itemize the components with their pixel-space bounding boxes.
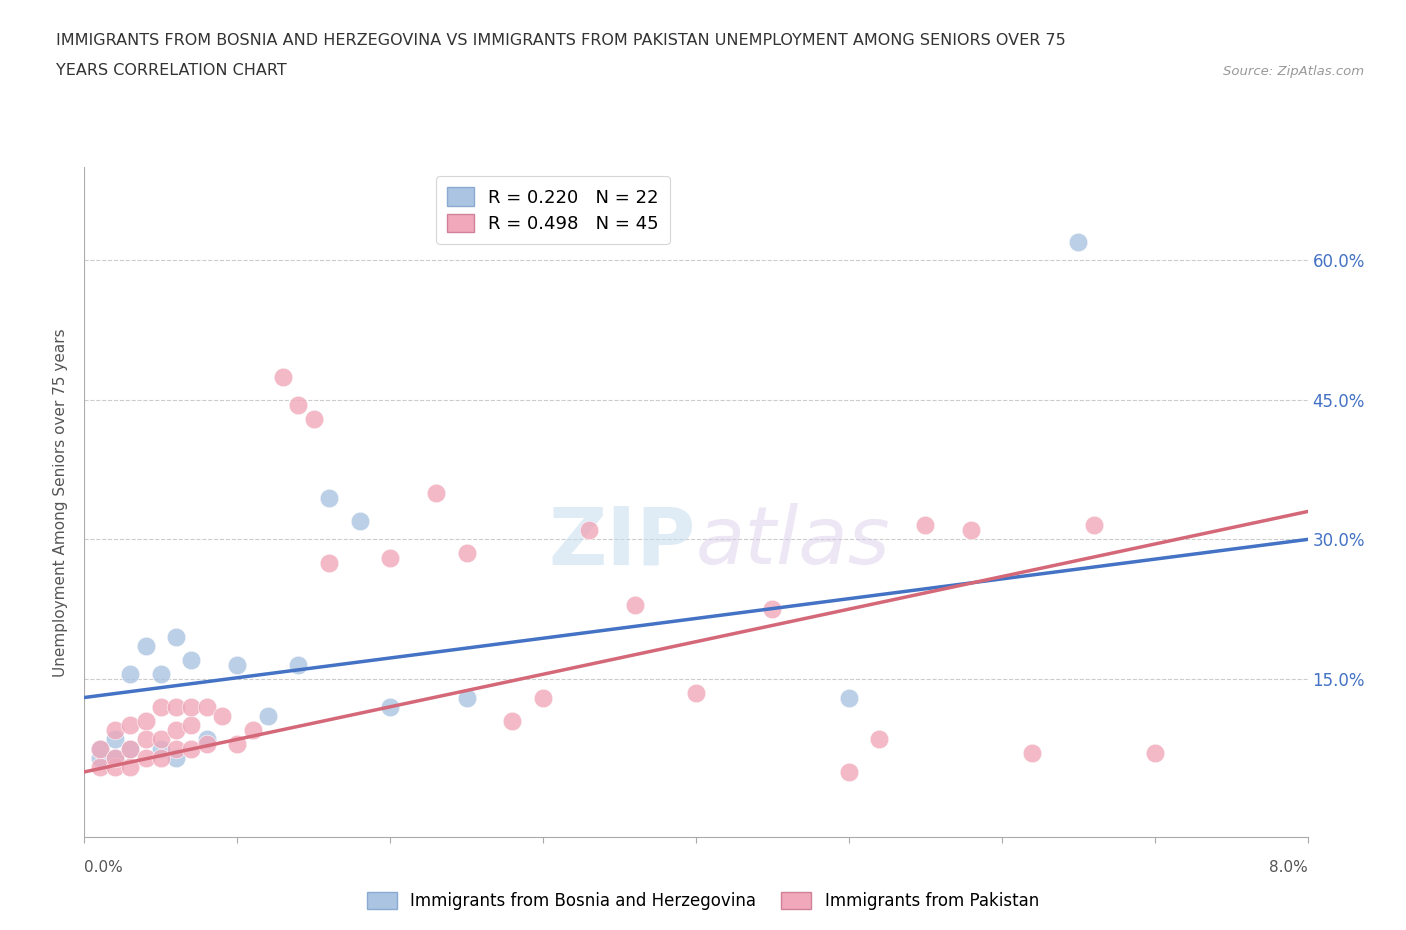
- Point: [149, 732, 172, 747]
- Point: [104, 760, 127, 775]
- Point: [318, 490, 340, 505]
- Point: [135, 713, 157, 728]
- Point: [149, 699, 172, 714]
- Text: atlas: atlas: [696, 503, 891, 581]
- Point: [531, 690, 554, 705]
- Text: 8.0%: 8.0%: [1268, 860, 1308, 875]
- Point: [1143, 746, 1166, 761]
- Point: [89, 760, 111, 775]
- Point: [838, 690, 860, 705]
- Point: [456, 546, 478, 561]
- Point: [226, 737, 249, 751]
- Point: [914, 518, 936, 533]
- Point: [380, 551, 402, 565]
- Point: [180, 741, 202, 756]
- Point: [120, 741, 142, 756]
- Point: [135, 751, 157, 765]
- Point: [242, 723, 264, 737]
- Point: [120, 741, 142, 756]
- Point: [165, 630, 187, 644]
- Point: [165, 699, 187, 714]
- Point: [456, 690, 478, 705]
- Point: [578, 523, 600, 538]
- Point: [104, 751, 127, 765]
- Point: [761, 602, 783, 617]
- Text: Source: ZipAtlas.com: Source: ZipAtlas.com: [1223, 65, 1364, 78]
- Point: [180, 653, 202, 668]
- Point: [195, 699, 218, 714]
- Point: [89, 741, 111, 756]
- Text: YEARS CORRELATION CHART: YEARS CORRELATION CHART: [56, 63, 287, 78]
- Point: [135, 732, 157, 747]
- Point: [838, 764, 860, 779]
- Point: [349, 513, 371, 528]
- Point: [257, 709, 280, 724]
- Point: [302, 411, 325, 426]
- Point: [1067, 234, 1090, 249]
- Point: [685, 685, 707, 700]
- Point: [135, 639, 157, 654]
- Point: [149, 741, 172, 756]
- Legend: Immigrants from Bosnia and Herzegovina, Immigrants from Pakistan: Immigrants from Bosnia and Herzegovina, …: [360, 885, 1046, 917]
- Point: [89, 741, 111, 756]
- Point: [89, 751, 111, 765]
- Point: [380, 699, 402, 714]
- Point: [195, 737, 218, 751]
- Point: [120, 718, 142, 733]
- Point: [1021, 746, 1043, 761]
- Point: [271, 369, 294, 384]
- Point: [425, 485, 447, 500]
- Point: [318, 555, 340, 570]
- Point: [149, 751, 172, 765]
- Point: [104, 751, 127, 765]
- Point: [120, 760, 142, 775]
- Legend: R = 0.220   N = 22, R = 0.498   N = 45: R = 0.220 N = 22, R = 0.498 N = 45: [436, 177, 669, 244]
- Point: [180, 718, 202, 733]
- Point: [502, 713, 524, 728]
- Point: [104, 732, 127, 747]
- Point: [195, 732, 218, 747]
- Point: [180, 699, 202, 714]
- Point: [624, 597, 647, 612]
- Y-axis label: Unemployment Among Seniors over 75 years: Unemployment Among Seniors over 75 years: [53, 328, 69, 676]
- Point: [1083, 518, 1105, 533]
- Point: [960, 523, 983, 538]
- Point: [287, 397, 309, 412]
- Point: [165, 741, 187, 756]
- Text: IMMIGRANTS FROM BOSNIA AND HERZEGOVINA VS IMMIGRANTS FROM PAKISTAN UNEMPLOYMENT : IMMIGRANTS FROM BOSNIA AND HERZEGOVINA V…: [56, 33, 1066, 47]
- Point: [211, 709, 233, 724]
- Point: [226, 658, 249, 672]
- Point: [869, 732, 891, 747]
- Point: [165, 751, 187, 765]
- Point: [149, 667, 172, 682]
- Point: [287, 658, 309, 672]
- Text: ZIP: ZIP: [548, 503, 696, 581]
- Point: [120, 667, 142, 682]
- Text: 0.0%: 0.0%: [84, 860, 124, 875]
- Point: [104, 723, 127, 737]
- Point: [165, 723, 187, 737]
